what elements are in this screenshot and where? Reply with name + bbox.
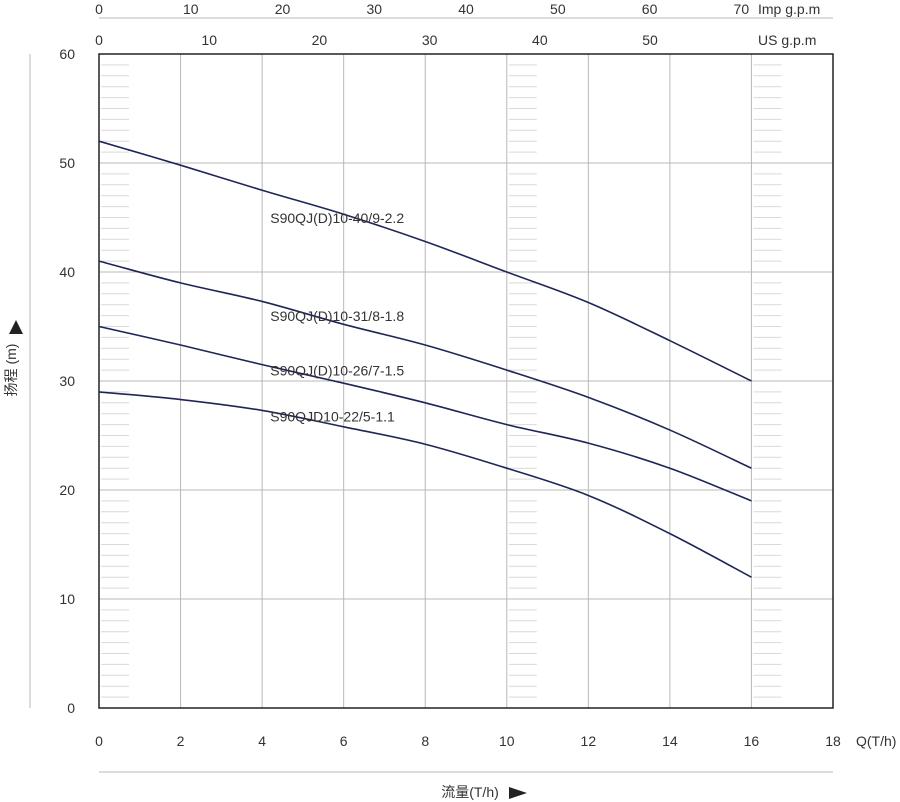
- y-tick-label: 30: [59, 373, 75, 389]
- us-tick-label: 20: [312, 32, 328, 48]
- imp-tick-label: 0: [95, 1, 103, 17]
- series-curve-1: [98, 140, 752, 382]
- us-axis-label: US g.p.m: [758, 32, 816, 48]
- y-tick-label: 40: [59, 264, 75, 280]
- imp-tick-label: 70: [734, 1, 750, 17]
- series-label-3: S90QJ(D)10-26/7-1.5: [270, 363, 404, 379]
- series-curve-4: [98, 391, 752, 578]
- x-tick-label: 8: [421, 733, 429, 749]
- plot-frame: [98, 53, 834, 709]
- series-curve-2: [98, 260, 752, 469]
- us-tick-label: 0: [95, 32, 103, 48]
- x-tick-label: 4: [258, 733, 266, 749]
- x-tick-label: 0: [95, 733, 103, 749]
- series-label-2: S90QJ(D)10-31/8-1.8: [270, 308, 404, 324]
- y-tick-label: 50: [59, 155, 75, 171]
- series-curve-3: [98, 325, 752, 502]
- y-tick-label: 10: [59, 591, 75, 607]
- imp-tick-label: 40: [458, 1, 474, 17]
- imp-tick-label: 50: [550, 1, 566, 17]
- us-tick-label: 40: [532, 32, 548, 48]
- y-tick-label: 0: [67, 700, 75, 716]
- x-axis-title: 流量(T/h): [441, 784, 499, 800]
- x-tick-label: 10: [499, 733, 515, 749]
- series-label-1: S90QJ(D)10-40/9-2.2: [270, 210, 404, 226]
- y-tick-label: 20: [59, 482, 75, 498]
- x-tick-label: 6: [340, 733, 348, 749]
- imp-tick-label: 10: [183, 1, 199, 17]
- imp-tick-label: 20: [275, 1, 291, 17]
- imp-axis-label: Imp g.p.m: [758, 1, 820, 17]
- y-tick-label: 60: [59, 46, 75, 62]
- x-tick-label: 12: [581, 733, 597, 749]
- us-tick-label: 50: [642, 32, 658, 48]
- us-tick-label: 10: [201, 32, 217, 48]
- x-tick-label: 14: [662, 733, 678, 749]
- x-unit-label: Q(T/h): [856, 733, 896, 749]
- y-axis-arrow-icon: [9, 320, 23, 334]
- imp-tick-label: 30: [367, 1, 383, 17]
- x-tick-label: 18: [825, 733, 841, 749]
- imp-tick-label: 60: [642, 1, 658, 17]
- y-axis-title: 扬程 (m): [3, 344, 19, 397]
- x-tick-label: 2: [177, 733, 185, 749]
- x-axis-arrow-icon: [509, 787, 527, 799]
- us-tick-label: 30: [422, 32, 438, 48]
- series-label-4: S90QJD10-22/5-1.1: [270, 408, 395, 424]
- x-tick-label: 16: [744, 733, 760, 749]
